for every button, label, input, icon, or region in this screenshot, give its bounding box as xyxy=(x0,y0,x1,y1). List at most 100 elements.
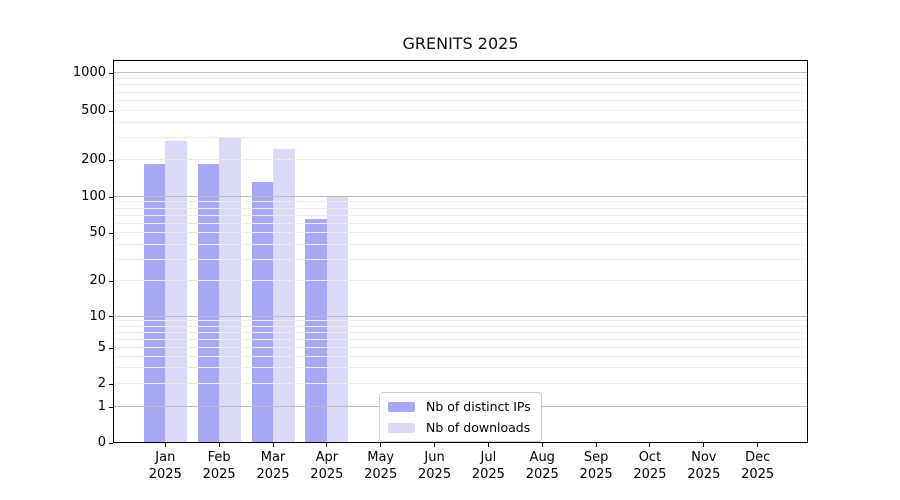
x-tick-mark xyxy=(326,443,328,447)
legend-swatch-distinct-ips-icon xyxy=(388,401,415,412)
x-tick-month: Nov xyxy=(691,450,717,465)
x-tick-mark xyxy=(487,443,489,447)
legend-item-distinct-ips: Nb of distinct IPs xyxy=(388,398,531,415)
y-tick-label: 5 xyxy=(97,340,106,355)
bar-downloads xyxy=(326,197,349,443)
y-tick-mark xyxy=(109,232,113,234)
x-tick-mark xyxy=(434,443,436,447)
x-tick-year: 2025 xyxy=(687,467,721,482)
x-tick-month: Oct xyxy=(638,450,662,465)
legend: Nb of distinct IPs Nb of downloads xyxy=(379,392,542,442)
x-tick-year: 2025 xyxy=(471,467,505,482)
x-tick-mark xyxy=(380,443,382,447)
minor-gridline xyxy=(113,121,808,123)
x-tick-month: May xyxy=(367,450,395,465)
bar-distinct-ips xyxy=(305,219,327,443)
minor-gridline xyxy=(113,383,808,384)
x-tick-mark xyxy=(703,443,705,447)
x-tick-mark xyxy=(218,443,220,447)
x-tick-label: May 2025 xyxy=(349,449,413,483)
x-tick-year: 2025 xyxy=(148,467,182,482)
minor-gridline xyxy=(113,347,808,348)
y-tick-label: 10 xyxy=(89,308,106,324)
y-tick-mark xyxy=(109,347,113,349)
x-tick-label: Apr 2025 xyxy=(295,449,359,483)
y-tick-label: 2 xyxy=(97,376,106,391)
y-tick-label: 1000 xyxy=(72,65,106,80)
x-tick-mark xyxy=(649,443,651,447)
x-tick-mark xyxy=(164,443,166,447)
x-tick-year: 2025 xyxy=(310,467,344,482)
minor-gridline xyxy=(113,258,808,260)
x-tick-label: Jun 2025 xyxy=(403,449,467,483)
y-tick-mark xyxy=(109,383,113,385)
minor-gridline xyxy=(113,367,808,369)
bar-distinct-ips xyxy=(143,164,166,443)
x-tick-label: Jan 2025 xyxy=(133,449,197,483)
x-tick-label: Feb 2025 xyxy=(187,449,251,483)
y-tick-label: 1 xyxy=(97,399,106,414)
x-tick-label: Oct 2025 xyxy=(618,449,682,483)
x-tick-label: Nov 2025 xyxy=(672,449,736,483)
x-tick-mark xyxy=(272,443,274,447)
x-tick-year: 2025 xyxy=(256,467,290,482)
x-tick-mark xyxy=(757,443,759,447)
minor-gridline xyxy=(113,159,808,160)
x-tick-mark xyxy=(541,443,543,447)
x-tick-month: Aug xyxy=(529,450,555,465)
minor-gridline xyxy=(113,84,808,86)
x-tick-year: 2025 xyxy=(741,467,775,482)
x-tick-year: 2025 xyxy=(202,467,236,482)
x-tick-label: Sep 2025 xyxy=(564,449,628,483)
y-tick-mark xyxy=(109,72,113,74)
x-tick-label: Mar 2025 xyxy=(241,449,305,483)
y-tick-label: 500 xyxy=(81,103,106,118)
major-gridline xyxy=(113,315,808,317)
y-tick-label: 0 xyxy=(97,435,106,450)
x-tick-month: Jun xyxy=(424,450,445,465)
y-tick-mark xyxy=(109,196,113,198)
y-tick-label: 50 xyxy=(89,225,106,240)
y-tick-mark xyxy=(109,442,113,444)
y-tick-mark xyxy=(109,280,113,282)
y-tick-mark xyxy=(109,316,113,317)
x-tick-label: Dec 2025 xyxy=(726,449,790,483)
minor-gridline xyxy=(113,207,808,209)
y-tick-label: 200 xyxy=(81,152,106,167)
minor-gridline xyxy=(113,331,808,333)
minor-gridline xyxy=(113,214,808,216)
x-tick-month: Apr xyxy=(315,450,339,465)
minor-gridline xyxy=(113,100,808,102)
x-tick-month: Mar xyxy=(260,450,286,465)
bar-distinct-ips xyxy=(197,164,220,443)
minor-gridline xyxy=(113,243,808,245)
legend-label-distinct-ips: Nb of distinct IPs xyxy=(426,399,531,414)
x-tick-mark xyxy=(595,443,597,447)
y-tick-label: 20 xyxy=(89,273,106,288)
x-tick-year: 2025 xyxy=(633,467,667,482)
minor-gridline xyxy=(113,320,808,322)
minor-gridline xyxy=(113,137,808,139)
y-tick-mark xyxy=(109,110,113,112)
x-tick-year: 2025 xyxy=(525,467,559,482)
bar-distinct-ips xyxy=(251,182,273,443)
x-tick-month: Jan xyxy=(155,450,176,465)
major-gridline xyxy=(113,72,808,73)
minor-gridline xyxy=(113,338,808,340)
x-tick-month: Feb xyxy=(207,450,231,465)
y-tick-mark xyxy=(109,159,113,161)
minor-gridline xyxy=(113,325,808,327)
minor-gridline xyxy=(113,77,808,79)
minor-gridline xyxy=(113,201,808,203)
chart-title: GRENITS 2025 xyxy=(402,34,519,53)
x-tick-year: 2025 xyxy=(579,467,613,482)
plot-area xyxy=(113,60,808,443)
minor-gridline xyxy=(113,91,808,93)
x-tick-year: 2025 xyxy=(418,467,452,482)
x-tick-label: Aug 2025 xyxy=(510,449,574,483)
bars-layer xyxy=(113,60,808,443)
bar-downloads xyxy=(219,138,241,443)
minor-gridline xyxy=(113,110,808,111)
major-gridline xyxy=(113,196,808,197)
